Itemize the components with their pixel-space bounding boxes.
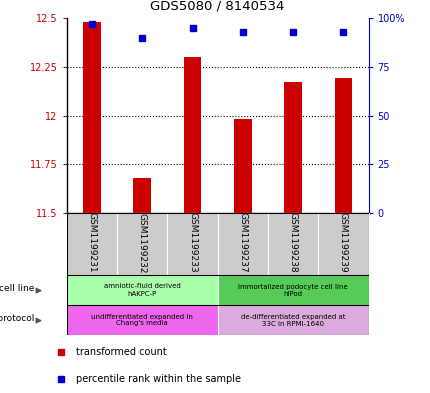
Text: transformed count: transformed count bbox=[76, 347, 166, 357]
Bar bbox=[183, 57, 201, 213]
Bar bbox=[67, 275, 217, 305]
Bar bbox=[67, 305, 217, 335]
Bar bbox=[167, 213, 217, 275]
Text: GSM1199232: GSM1199232 bbox=[138, 213, 146, 273]
Bar bbox=[334, 79, 351, 213]
Text: undifferentiated expanded in
Chang's media: undifferentiated expanded in Chang's med… bbox=[91, 314, 193, 327]
Text: GSM1199231: GSM1199231 bbox=[87, 213, 96, 273]
Text: GSM1199237: GSM1199237 bbox=[238, 213, 247, 273]
Text: GSM1199233: GSM1199233 bbox=[187, 213, 197, 273]
Bar bbox=[217, 213, 267, 275]
Text: GSM1199239: GSM1199239 bbox=[338, 213, 347, 273]
Text: GSM1199238: GSM1199238 bbox=[288, 213, 297, 273]
Bar bbox=[67, 213, 117, 275]
Bar bbox=[267, 213, 317, 275]
Text: cell line: cell line bbox=[0, 284, 34, 293]
Bar bbox=[217, 275, 368, 305]
Text: de-differentiated expanded at
33C in RPMI-1640: de-differentiated expanded at 33C in RPM… bbox=[240, 314, 344, 327]
Bar bbox=[284, 83, 301, 213]
Bar bbox=[217, 305, 368, 335]
Bar bbox=[117, 213, 167, 275]
Text: immortalized podocyte cell line
hIPod: immortalized podocyte cell line hIPod bbox=[238, 283, 347, 296]
Bar bbox=[133, 178, 150, 213]
Bar bbox=[233, 119, 251, 213]
Text: percentile rank within the sample: percentile rank within the sample bbox=[76, 373, 240, 384]
Text: growth protocol: growth protocol bbox=[0, 314, 34, 323]
Text: GDS5080 / 8140534: GDS5080 / 8140534 bbox=[150, 0, 284, 12]
Bar bbox=[83, 22, 101, 213]
Text: amniotic-fluid derived
hAKPC-P: amniotic-fluid derived hAKPC-P bbox=[104, 283, 180, 296]
Bar bbox=[317, 213, 368, 275]
